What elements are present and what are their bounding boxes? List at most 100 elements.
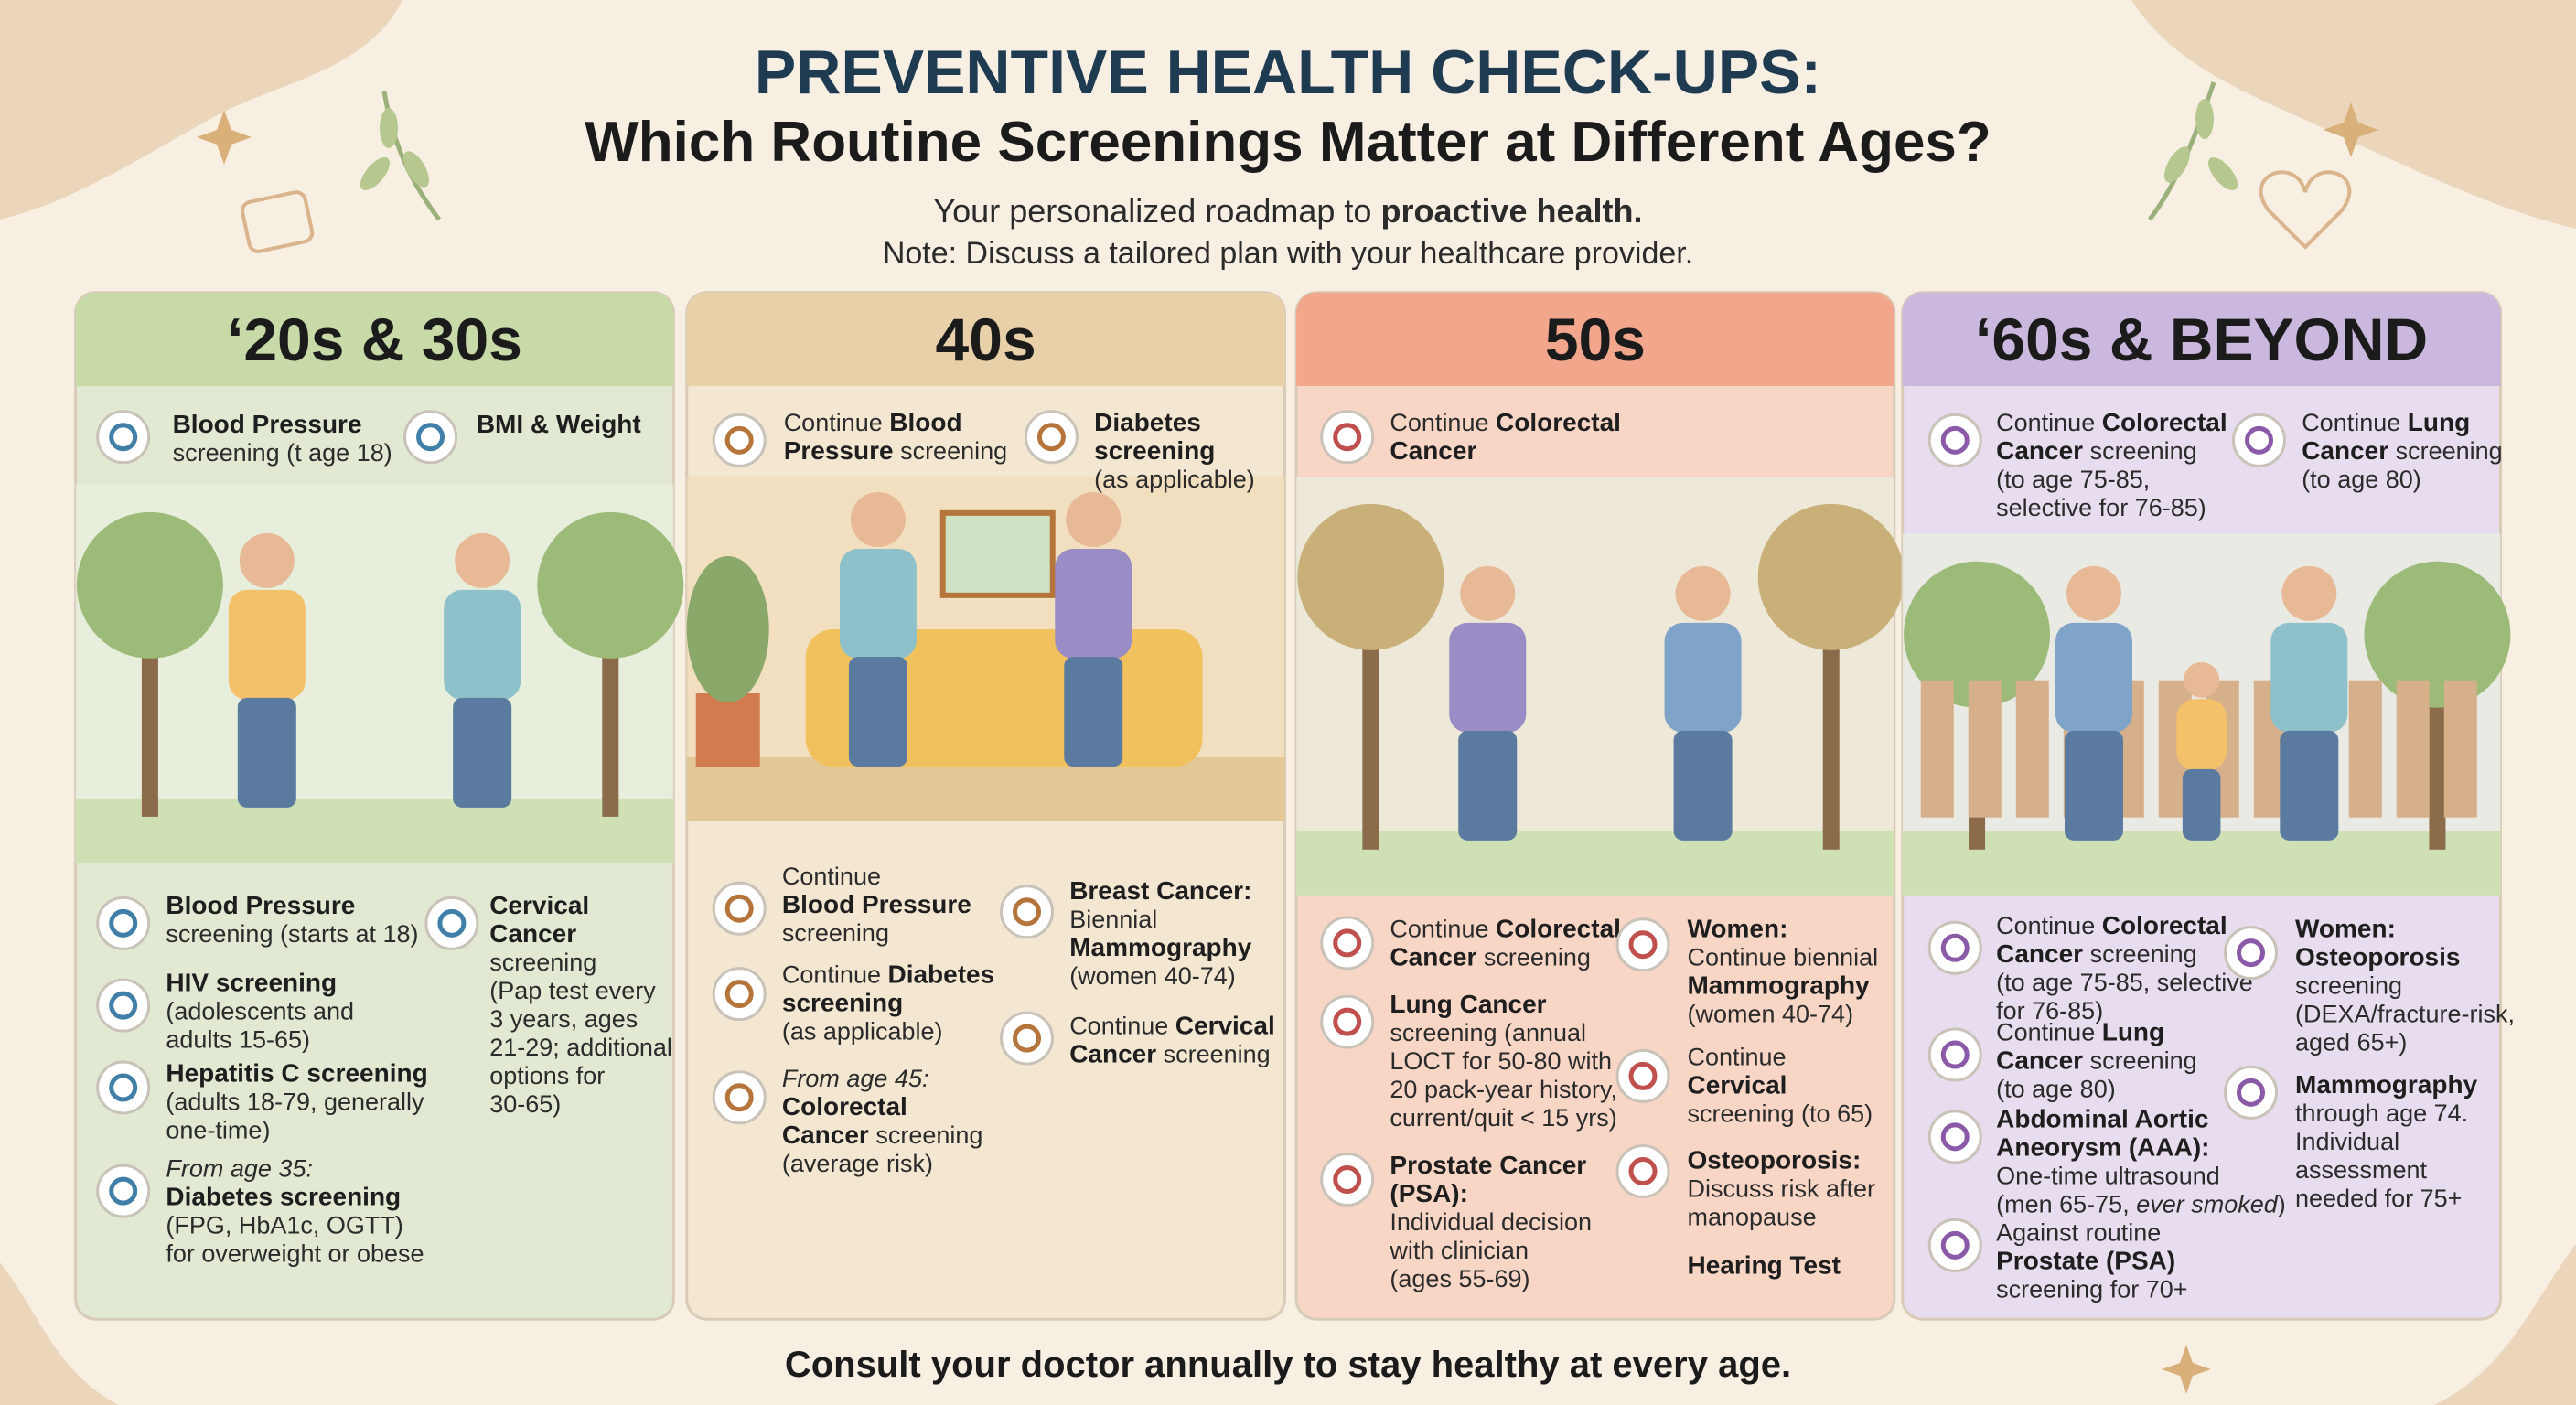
- item-line: LOCT for 50-80 with: [1390, 1047, 1612, 1075]
- item-text: screening: [869, 1121, 983, 1149]
- person-head: [1460, 565, 1516, 621]
- person-legs: [453, 697, 512, 808]
- item-icon-symbol: [1333, 1165, 1362, 1195]
- item-line: Blood Pressure: [782, 890, 971, 918]
- item-line: through age 74.: [2295, 1099, 2468, 1127]
- person-body: [1055, 549, 1132, 659]
- item-line: 3 years, ages: [489, 1005, 638, 1033]
- item-text: Continue: [782, 863, 881, 890]
- item-icon-symbol: [1013, 897, 1041, 927]
- item-bold-text: Lung Cancer: [1390, 990, 1546, 1018]
- corner-decor: [0, 0, 402, 220]
- person-legs: [848, 657, 907, 767]
- item-icon-symbol: [109, 908, 138, 938]
- item-line: (as applicable): [1094, 466, 1255, 493]
- item-line: for 76-85): [1996, 997, 2103, 1024]
- item-bold-text: Osteoporosis: [2295, 942, 2460, 971]
- fence: [1968, 680, 2002, 818]
- item-bold-text: Blood: [889, 408, 961, 436]
- item-bold-text: Diabetes screening: [166, 1183, 401, 1211]
- item-line: Continue Colorectal: [1390, 408, 1621, 436]
- person-body: [228, 589, 306, 700]
- item-icon-symbol: [1940, 1122, 1970, 1152]
- item-line: manopause: [1687, 1204, 1816, 1231]
- item-text: (women 40-74): [1687, 1000, 1853, 1027]
- item-icon: [1615, 917, 1670, 972]
- item-line: Pressure screening: [784, 436, 1007, 465]
- title: PREVENTIVE HEALTH CHECK-UPS:: [755, 38, 1821, 107]
- item-text: (as applicable): [782, 1018, 943, 1046]
- item-line: Blood Pressure: [173, 410, 362, 438]
- item-text: Continue: [1996, 912, 2102, 939]
- item-bold-text: Cancer: [1996, 436, 2083, 465]
- person-legs: [1673, 730, 1733, 841]
- person-head: [2184, 661, 2220, 698]
- item-icon: [2224, 1065, 2279, 1120]
- item-text: One-time ultrasound: [1996, 1163, 2220, 1190]
- item-line: Osteoporosis:: [1687, 1146, 1861, 1174]
- item-icon: [424, 896, 479, 950]
- item-text: assessment: [2295, 1156, 2428, 1184]
- item-icon: [1000, 885, 1054, 939]
- item-line: 21-29; additional: [489, 1034, 672, 1061]
- item-line: Continue Diabetes: [782, 960, 994, 989]
- item-line: Continue Colorectal: [1996, 911, 2227, 939]
- item-text: Continue: [784, 409, 890, 436]
- item-text: 3 years, ages: [489, 1005, 638, 1033]
- item-line: options for: [489, 1062, 605, 1089]
- panel-title: ‘60s & BEYOND: [1975, 306, 2428, 373]
- person-body: [2176, 699, 2227, 771]
- item-text: Continue: [1069, 1012, 1175, 1039]
- item-text: options for: [489, 1062, 605, 1089]
- item-line: (to age 80): [1996, 1076, 2116, 1103]
- item-line: Blood Pressure: [166, 891, 355, 919]
- item-text: ): [2278, 1191, 2286, 1218]
- item-text: screening: [2083, 940, 2197, 968]
- item-bold-text: Cervical: [1175, 1011, 1275, 1039]
- item-line: Cancer: [489, 919, 576, 948]
- item-text: (to age 80): [1996, 1076, 2116, 1103]
- item-text: Discuss risk after: [1687, 1175, 1875, 1203]
- item-icon: [712, 413, 767, 467]
- item-text: screening: [489, 949, 596, 976]
- item-line: selective for 76-85): [1996, 494, 2206, 521]
- picture-frame: [939, 509, 1056, 598]
- item-line: (adults 18-79, generally: [166, 1088, 424, 1115]
- item-line: Hepatitis C screening: [166, 1058, 427, 1087]
- item-text: screening (annual: [1390, 1019, 1586, 1046]
- item-icon-symbol: [109, 1073, 138, 1102]
- item-bold-text: Pressure: [784, 436, 894, 465]
- item-line: screening: [1094, 436, 1215, 465]
- item-line: current/quit < 15 yrs): [1390, 1104, 1616, 1132]
- item-bold-text: Women:: [2295, 914, 2396, 942]
- item-icon: [712, 967, 767, 1022]
- item-text: screening: [1156, 1040, 1271, 1067]
- item-bold-text: Osteoporosis:: [1687, 1146, 1861, 1174]
- item-text: screening: [1476, 943, 1591, 971]
- item-line: aged 65+): [2295, 1028, 2407, 1056]
- item-text: with clinician: [1389, 1237, 1529, 1264]
- fence: [2348, 680, 2382, 818]
- person-legs: [1458, 730, 1518, 841]
- item-icon-symbol: [2237, 938, 2266, 968]
- item-text: Continue: [782, 961, 888, 989]
- item-line: 30-65): [489, 1090, 561, 1118]
- item-icon-symbol: [416, 423, 445, 452]
- item-line: Aneorysm (AAA):: [1996, 1133, 2209, 1162]
- item-bold-text: HIV screening: [166, 969, 337, 997]
- item-text: 30-65): [489, 1090, 561, 1118]
- panel-title: 50s: [1545, 306, 1646, 373]
- item-line: (Pap test every: [489, 977, 656, 1004]
- note: Note: Discuss a tailored plan with your …: [883, 236, 1693, 271]
- person-body: [2270, 622, 2348, 733]
- item-line: screening: [489, 949, 596, 976]
- item-icon-symbol: [724, 980, 754, 1009]
- item-icon: [96, 896, 151, 950]
- item-icon-symbol: [1628, 930, 1658, 960]
- item-icon: [1927, 1217, 1982, 1272]
- item-text: for 76-85): [1996, 997, 2103, 1024]
- tree-top: [537, 511, 684, 659]
- item-icon: [403, 410, 458, 465]
